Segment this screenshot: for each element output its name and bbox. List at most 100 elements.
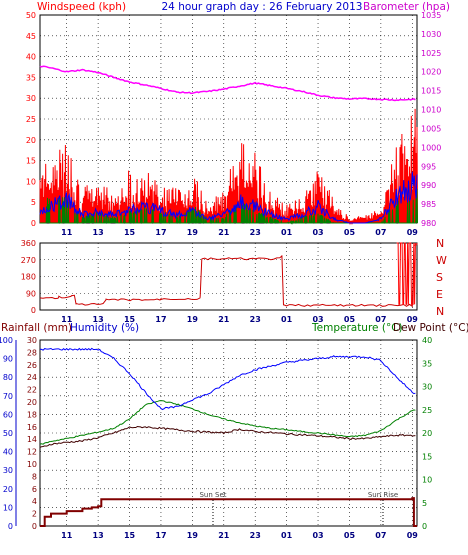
direction-panel (39, 242, 418, 311)
barometer-tick: 990 (421, 181, 436, 190)
barometer-series (39, 65, 416, 102)
compass-label: E (436, 288, 443, 301)
direction-x-tick: 11 (61, 315, 73, 324)
temperature-x-tick: 17 (155, 531, 166, 540)
direction-tick: 360 (21, 239, 36, 248)
direction-x-tick: 05 (344, 315, 356, 324)
wind-x-tick: 13 (93, 228, 104, 237)
temperature-axis-label: Temperature (°C) (311, 322, 403, 334)
barometer-tick: 1015 (421, 87, 441, 96)
rainfall-series (40, 497, 417, 527)
rainfall-tick: 12 (27, 448, 37, 457)
wind-x-tick: 03 (312, 228, 323, 237)
temperature-x-tick: 05 (344, 531, 356, 540)
rainfall-axis-label: Rainfall (mm) (1, 322, 72, 334)
barometer-tick: 995 (421, 162, 436, 171)
wind-gust-series (39, 108, 418, 225)
temperature-x-tick: 03 (312, 531, 323, 540)
windspeed-tick: 0 (31, 219, 36, 228)
humidity-tick: 0 (8, 522, 13, 531)
rainfall-tick: 28 (27, 348, 37, 357)
temperature-tick: 35 (422, 359, 432, 368)
rainfall-tick: 2 (32, 510, 37, 519)
barometer-tick: 1035 (421, 11, 441, 20)
windspeed-tick: 25 (26, 115, 36, 124)
temperature-x-tick: 01 (281, 531, 293, 540)
barometer-tick: 985 (421, 200, 436, 209)
temperature-tick: 30 (422, 383, 432, 392)
sunrise-label: Sun Rise (368, 491, 398, 499)
rainfall-tick: 14 (27, 435, 37, 444)
temperature-x-tick: 13 (93, 531, 104, 540)
windspeed-tick: 35 (26, 73, 36, 82)
barometer-tick: 980 (421, 219, 436, 228)
humidity-axis-label: Humidity (%) (70, 322, 139, 334)
rainfall-tick: 8 (32, 472, 37, 481)
windspeed-tick: 10 (26, 177, 36, 186)
humidity-tick: 30 (3, 466, 13, 475)
rainfall-tick: 26 (27, 361, 37, 370)
direction-x-tick: 01 (281, 315, 293, 324)
humidity-tick: 100 (0, 336, 13, 345)
direction-tick: 180 (21, 273, 36, 282)
wind-direction-variable-series (396, 242, 416, 305)
humidity-tick: 10 (3, 503, 13, 512)
humidity-tick: 80 (3, 373, 13, 382)
humidity-tick: 90 (3, 355, 13, 364)
rainfall-tick: 24 (27, 373, 37, 382)
wind-x-tick: 15 (124, 228, 136, 237)
barometer-tick: 1005 (421, 124, 441, 133)
temperature-x-tick: 23 (250, 531, 261, 540)
rainfall-tick: 4 (32, 497, 37, 506)
barometer-tick: 1010 (421, 106, 441, 115)
wind-x-tick: 01 (281, 228, 293, 237)
dewpoint-axis-label: Dew Point (°C) (393, 322, 468, 334)
wind-average-series (39, 171, 418, 224)
rainfall-tick: 6 (32, 485, 37, 494)
rainfall-tick: 20 (27, 398, 37, 407)
humidity-tick: 20 (3, 485, 13, 494)
compass-label: W (436, 254, 447, 267)
rainfall-tick: 22 (27, 386, 37, 395)
temperature-tick: 0 (422, 522, 427, 531)
windspeed-tick: 50 (26, 11, 36, 20)
wind-x-tick: 07 (375, 228, 386, 237)
temperature-x-tick: 09 (407, 531, 419, 540)
temperature-x-tick: 07 (375, 531, 386, 540)
windspeed-tick: 5 (31, 198, 36, 207)
temperature-tick: 40 (422, 336, 432, 345)
direction-x-tick: 07 (375, 315, 386, 324)
direction-x-tick: 13 (93, 315, 104, 324)
sunset-label: Sun Set (199, 491, 226, 499)
dewpoint-series (39, 425, 416, 448)
wind-x-tick: 05 (344, 228, 356, 237)
direction-x-tick: 15 (124, 315, 136, 324)
temperature-x-tick: 21 (218, 531, 230, 540)
rainfall-tick: 16 (27, 423, 37, 432)
direction-x-tick: 17 (155, 315, 166, 324)
temperature-tick: 25 (422, 406, 432, 415)
barometer-tick: 1030 (421, 30, 441, 39)
windspeed-tick: 45 (26, 32, 36, 41)
humidity-tick: 70 (3, 392, 13, 401)
rainfall-tick: 0 (32, 522, 37, 531)
direction-x-tick: 09 (407, 315, 419, 324)
humidity-tick: 60 (3, 410, 13, 419)
windspeed-tick: 30 (26, 94, 36, 103)
rainfall-tick: 18 (27, 410, 37, 419)
temperature-x-tick: 19 (187, 531, 199, 540)
wind-direction-series (39, 242, 418, 308)
wind-x-tick: 21 (218, 228, 230, 237)
direction-x-tick: 19 (187, 315, 199, 324)
wind-x-tick: 17 (155, 228, 166, 237)
rainfall-tick: 30 (27, 336, 37, 345)
barometer-tick: 1020 (421, 68, 441, 77)
graph-title: 24 hour graph day : 26 February 2013 (162, 1, 363, 13)
windspeed-axis-label: Windspeed (kph) (37, 1, 126, 13)
direction-x-tick: 21 (218, 315, 230, 324)
windspeed-tick: 40 (26, 53, 36, 62)
rainfall-tick: 10 (27, 460, 37, 469)
temperature-tick: 20 (422, 429, 432, 438)
humidity-series (39, 347, 416, 411)
